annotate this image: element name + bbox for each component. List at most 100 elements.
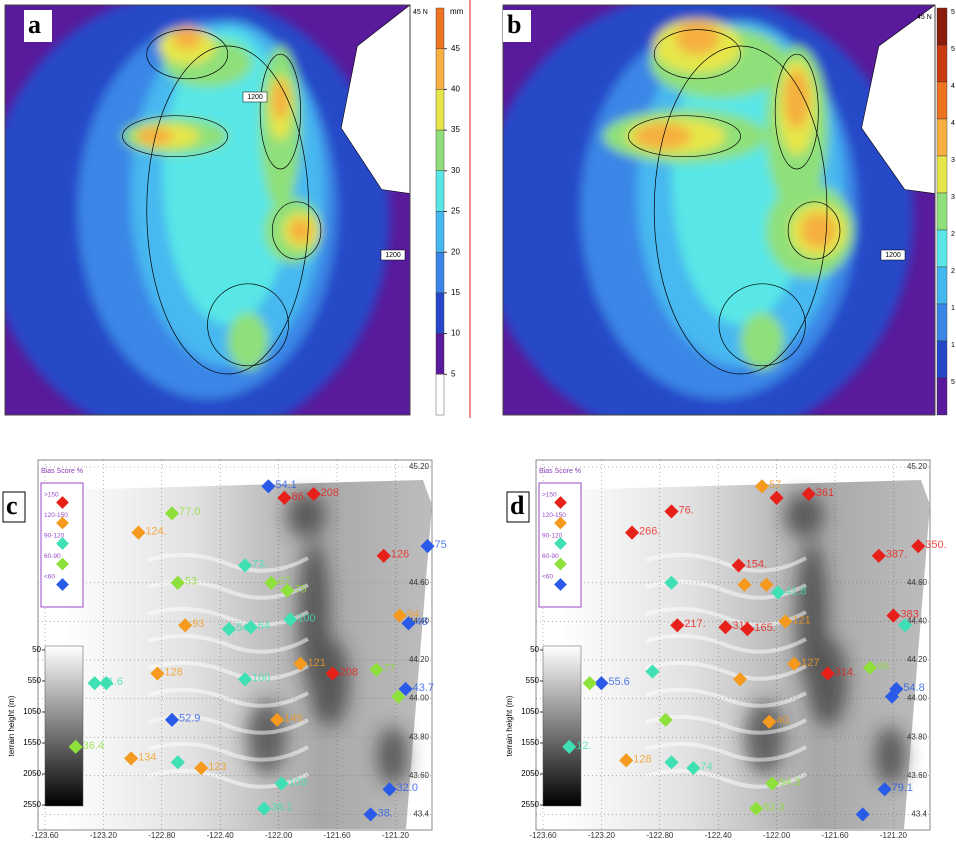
colorbar-tick-label: 5 [951,9,955,16]
terrain-colorbar [543,646,581,806]
colorbar-band [436,49,444,90]
legend-label: <60 [44,574,55,581]
lon-tick-label: -122.80 [646,831,674,840]
station-label: 38.1 [271,802,292,814]
station-label: 86. [291,491,306,503]
figure: 1200120045 Na45403530252015105mm120045 N… [0,0,956,841]
colorbar-tick-label: 4 [951,83,955,90]
colorbar-band [436,293,444,334]
terrain-ridge [875,726,907,785]
terrain-ridge [784,493,823,537]
terrain-axis-label: terrain height (m) [505,695,514,756]
legend-label: <60 [542,574,553,581]
lat-tick-label: 44.20 [907,655,928,664]
precip-map [0,0,410,444]
terrain-tick-label: 1050 [521,707,539,716]
colorbar-band [937,378,947,415]
legend-label: 120-150 [44,512,68,519]
precip-area [635,123,691,149]
terrain-tick-label: 2050 [521,769,539,778]
station-label: 100 [297,612,315,624]
colorbar-band [436,8,444,49]
colorbar-band [436,374,444,415]
station-label: 53 [185,576,197,588]
panel-letter: a [28,10,41,39]
station-label: 383 [900,609,918,621]
precip-area [801,213,836,249]
precip-area [784,70,809,129]
precip-area [137,127,173,145]
colorbar-band [937,230,947,267]
terrain-ridge [745,701,784,775]
station-label: 121 [308,657,326,669]
terrain-tick-label: 2550 [23,800,41,809]
station-label: 109 [289,776,307,788]
station-label: 66 [877,661,889,673]
station-label: 121 [792,614,810,626]
precip-area [228,313,269,370]
legend-label: 60-90 [44,553,61,560]
colorbar-band [937,267,947,304]
contour-label: 1200 [247,94,263,101]
terrain-tick-label: 1550 [23,738,41,747]
colorbar-band [436,252,444,293]
colorbar-band [937,156,947,193]
colorbar-tick-label: 25 [451,207,460,216]
terrain [558,480,930,829]
colorbar-band [937,45,947,82]
legend-label: 120-150 [542,512,566,519]
lat-tick-label: 43.4 [911,810,927,819]
station-label: 266. [639,526,660,538]
lon-tick-label: -122.80 [148,831,176,840]
lon-tick-label: -123.60 [31,831,59,840]
lon-tick-label: -122.40 [705,831,733,840]
terrain-colorbar [45,646,83,806]
colorbar-tick-label: 15 [451,288,460,297]
lat-tick-label: 44.60 [409,578,430,587]
terrain-tick-label: 50 [530,645,539,654]
lon-tick-label: -121.60 [323,831,351,840]
colorbar-tick-label: 30 [451,166,460,175]
legend-label: 60-90 [542,553,559,560]
legend-title: Bias Score % [539,468,581,475]
lat-tick-label: 43.60 [409,771,430,780]
colorbar-band [436,171,444,212]
colorbar-tick-label: 1 [951,342,955,349]
terrain-tick-label: 1050 [23,707,41,716]
colorbar-band [436,89,444,130]
station-label: 76. [678,504,693,516]
lon-tick-label: -121.60 [821,831,849,840]
station-label: 64 [258,620,270,632]
precip-area [741,313,784,370]
colorbar-tick-label: 4 [951,120,955,127]
station-label: 79.1 [892,782,913,794]
terrain-ridge [310,638,349,727]
precip-area [675,21,719,54]
legend-title: Bias Score % [41,468,83,475]
terrain-ridge [247,701,286,775]
lon-tick-label: -122.00 [763,831,791,840]
station-label: 314. [835,666,856,678]
station-label: 54.8 [903,682,924,694]
lon-tick-label: -122.00 [265,831,293,840]
colorbar-tick-label: 40 [451,85,460,94]
colorbar-band [937,304,947,341]
station-label: 40. [776,715,791,727]
lat-tick-label: 44.00 [907,694,928,703]
station-label: 350. [925,539,946,551]
station-label: 127 [801,657,819,669]
terrain [60,480,432,829]
lat-tick-label: 43.4 [413,810,429,819]
station-label: 36.4 [83,740,104,752]
lat-tick-label: 45.20 [409,462,430,471]
lat-tick-label: 44.00 [409,694,430,703]
contour-label: 1200 [885,252,901,259]
station-label: 208 [321,487,339,499]
station-label: 41.8 [785,585,806,597]
station-label: 52.9 [179,713,200,725]
colorbar-tick-label: 2 [951,268,955,275]
station-label: 55.6 [608,676,629,688]
station-label: 75 [435,539,447,551]
terrain-ridge [808,638,847,727]
colorbar-tick-label: 5 [451,369,456,378]
